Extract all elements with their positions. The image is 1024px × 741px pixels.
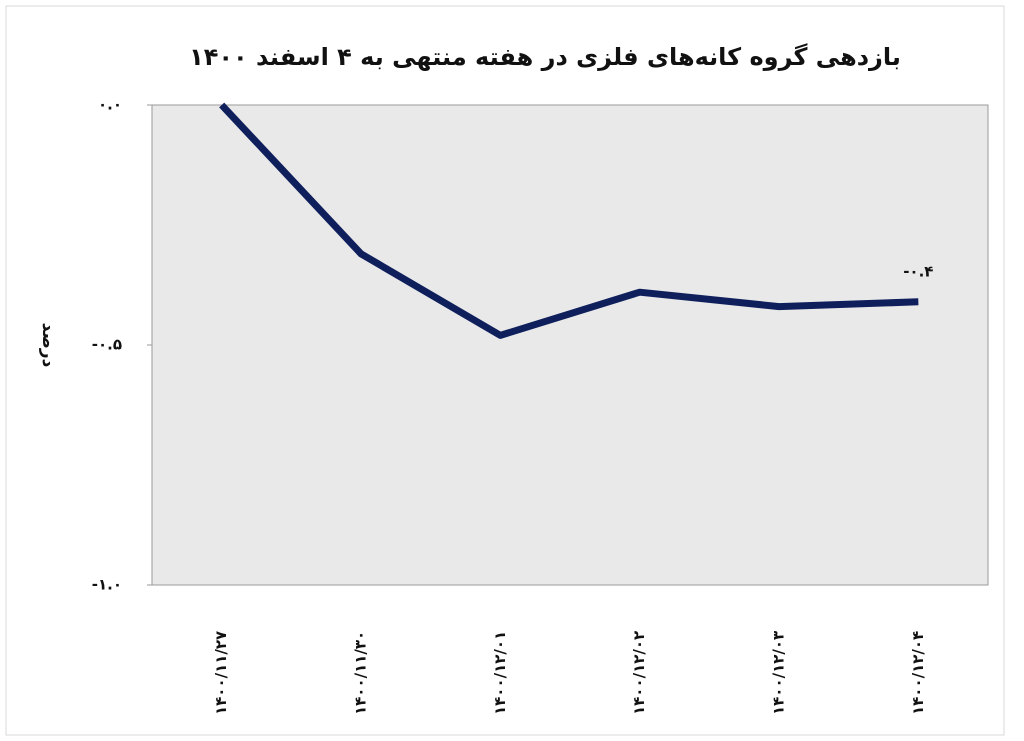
y-tick-label: -۰.۵	[92, 336, 122, 354]
x-tick-label: ۱۴۰۰/۱۲/۰۱	[491, 631, 509, 715]
x-tick-label: ۱۴۰۰/۱۱/۳۰	[352, 631, 370, 715]
y-tick-label: ۰.۰	[98, 96, 122, 114]
x-tick-label: ۱۴۰۰/۱۲/۰۳	[770, 631, 788, 715]
y-tick-label: -۱.۰	[92, 576, 122, 594]
plot-area	[151, 104, 989, 586]
line-series	[219, 102, 919, 339]
y-axis-label: درصد	[38, 323, 58, 368]
chart-title: بازدهی گروه کانه‌های فلزی در هفته منتهی …	[189, 43, 901, 71]
data-label: -۰.۴	[903, 262, 933, 280]
x-tick-label: ۱۴۰۰/۱۲/۰۲	[630, 631, 648, 715]
x-tick-label: ۱۴۰۰/۱۲/۰۴	[909, 631, 927, 715]
x-tick-label: ۱۴۰۰/۱۱/۲۷	[212, 631, 230, 715]
